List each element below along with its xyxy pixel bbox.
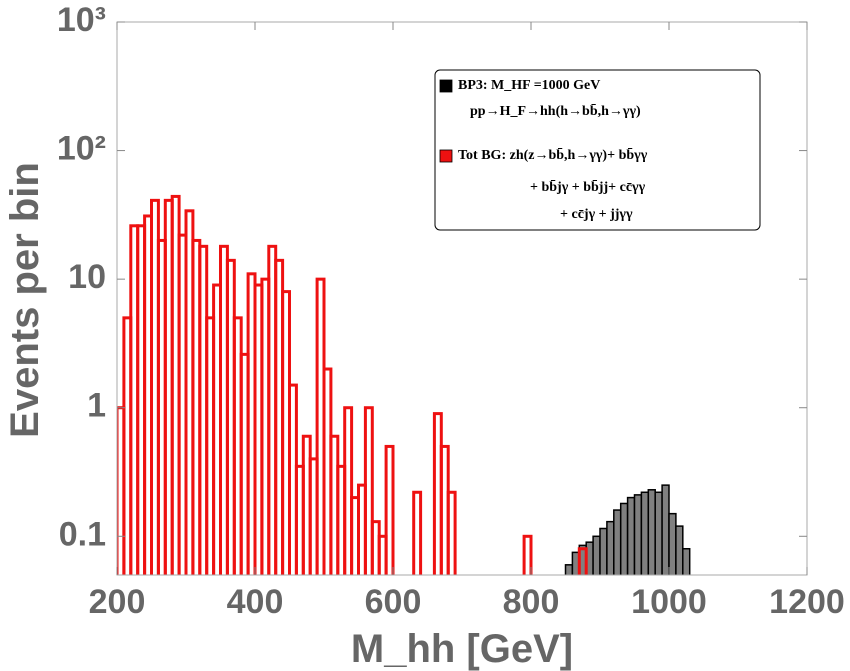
histogram-bar bbox=[654, 491, 663, 575]
histogram-bar bbox=[592, 535, 601, 575]
x-tick-label: 400 bbox=[227, 583, 284, 621]
histogram-bar bbox=[564, 564, 574, 575]
histogram-bar bbox=[647, 489, 656, 575]
histogram-bar bbox=[599, 527, 608, 575]
x-tick-label: 800 bbox=[503, 583, 560, 621]
histogram-bar bbox=[668, 512, 677, 575]
legend-label: + cc̄jγ + jjγγ bbox=[560, 207, 633, 222]
histogram-bar bbox=[661, 484, 670, 575]
histogram-bar bbox=[640, 491, 650, 575]
legend-label: Tot BG: zh(z→bb̄,h→γγ)+ bb̄γγ bbox=[458, 147, 648, 163]
histogram-bar bbox=[675, 525, 684, 575]
histogram-bar bbox=[626, 496, 636, 575]
histogram-bar bbox=[446, 490, 457, 575]
legend-swatch bbox=[439, 149, 453, 163]
y-tick-label: 10² bbox=[57, 130, 106, 168]
x-tick-label: 1000 bbox=[631, 583, 707, 621]
histogram-bar bbox=[343, 406, 354, 575]
x-axis-label: M_hh [GeV] bbox=[351, 627, 573, 671]
legend-swatch bbox=[439, 79, 453, 93]
histogram-bar bbox=[633, 494, 643, 575]
histogram-bar bbox=[577, 547, 588, 575]
histogram-bar bbox=[522, 534, 533, 575]
histogram-bar bbox=[363, 406, 374, 575]
y-tick-label: 10³ bbox=[57, 1, 106, 39]
legend-label: pp→H_F→hh(h→bb̄,h→γγ) bbox=[470, 103, 641, 119]
histogram-bar bbox=[412, 490, 423, 575]
plot-frame bbox=[116, 21, 808, 576]
histogram-bar bbox=[606, 520, 615, 575]
plot-area bbox=[117, 194, 691, 575]
legend-label: + bb̄jγ + bb̄jj+ cc̄γγ bbox=[530, 179, 646, 195]
histogram-bar bbox=[384, 444, 395, 575]
x-tick-label: 200 bbox=[89, 583, 146, 621]
x-tick-label: 1200 bbox=[769, 583, 845, 621]
y-tick-label: 1 bbox=[87, 387, 106, 425]
y-tick-label: 0.1 bbox=[59, 515, 106, 553]
histogram-bar bbox=[619, 502, 629, 575]
histogram-bar bbox=[613, 509, 622, 575]
histogram-bar bbox=[682, 548, 691, 575]
x-tick-label: 600 bbox=[365, 583, 422, 621]
y-axis-label: Events per bin bbox=[3, 162, 47, 438]
legend-label: BP3: M_HF =1000 GeV bbox=[458, 78, 600, 93]
legend-box bbox=[434, 69, 761, 231]
y-tick-label: 10 bbox=[68, 258, 106, 296]
